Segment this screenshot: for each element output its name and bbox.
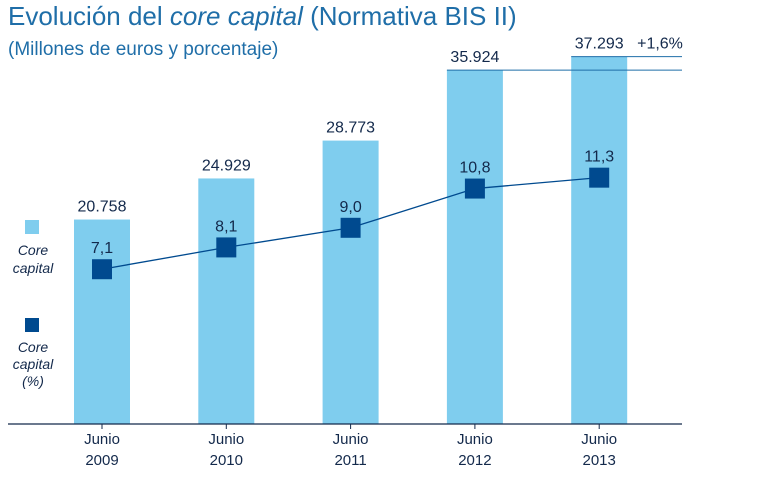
x-tick-label-month-2012: Junio xyxy=(457,431,493,448)
bar-label-2012: 35.924 xyxy=(450,49,499,66)
bar-2012 xyxy=(446,70,503,425)
point-2011 xyxy=(340,217,361,238)
x-tick-label-month-2010: Junio xyxy=(208,431,244,448)
bar-label-2011: 28.773 xyxy=(326,120,375,137)
x-tick-label-year-2011: 2011 xyxy=(334,452,366,469)
legend-label-core-capital-pct-line1: Core xyxy=(18,339,49,355)
legend-label-core-capital-pct-line2: capital xyxy=(13,356,54,372)
x-tick-label-month-2009: Junio xyxy=(84,431,120,448)
bar-2013 xyxy=(571,56,628,425)
point-label-2010: 8,1 xyxy=(215,218,237,235)
bar-label-2010: 24.929 xyxy=(202,157,251,174)
bar-2010 xyxy=(198,178,255,424)
bar-label-2009: 20.758 xyxy=(78,199,127,216)
legend-swatch-core-capital xyxy=(25,220,39,234)
point-label-2012: 10,8 xyxy=(459,160,490,177)
point-label-2013: 11,3 xyxy=(584,149,614,166)
chart-title: Evolución del core capital (Normativa BI… xyxy=(8,1,517,31)
point-2009 xyxy=(92,259,112,280)
plot-area: 20.758 24.929 28.773 35.924 37.293 +1,6% Junio… xyxy=(8,36,683,469)
legend-label-core-capital-line2: capital xyxy=(13,260,54,276)
x-tick-label-month-2011: Junio xyxy=(333,431,369,448)
point-label-2011: 9,0 xyxy=(339,199,361,216)
x-tick-label-year-2010: 2010 xyxy=(210,452,243,469)
chart-subtitle: (Millones de euros y porcentaje) xyxy=(8,39,278,60)
x-tick-label-year-2012: 2012 xyxy=(458,452,491,469)
legend-swatch-core-capital-pct xyxy=(25,318,39,332)
point-label-2009: 7,1 xyxy=(91,240,113,257)
point-2012 xyxy=(464,178,485,199)
bar-label-2013: 37.293 xyxy=(575,36,624,53)
bar-2009 xyxy=(74,219,130,424)
point-2013 xyxy=(589,167,610,188)
x-tick-label-month-2013: Junio xyxy=(581,431,617,448)
growth-annotation: +1,6% xyxy=(637,36,683,53)
legend-label-core-capital-pct-line3: (%) xyxy=(22,373,44,389)
bar-2011 xyxy=(322,140,379,425)
point-2010 xyxy=(216,237,237,258)
legend-label-core-capital-line1: Core xyxy=(18,242,49,258)
x-tick-label-year-2013: 2013 xyxy=(583,452,616,469)
x-tick-label-year-2009: 2009 xyxy=(85,452,118,469)
